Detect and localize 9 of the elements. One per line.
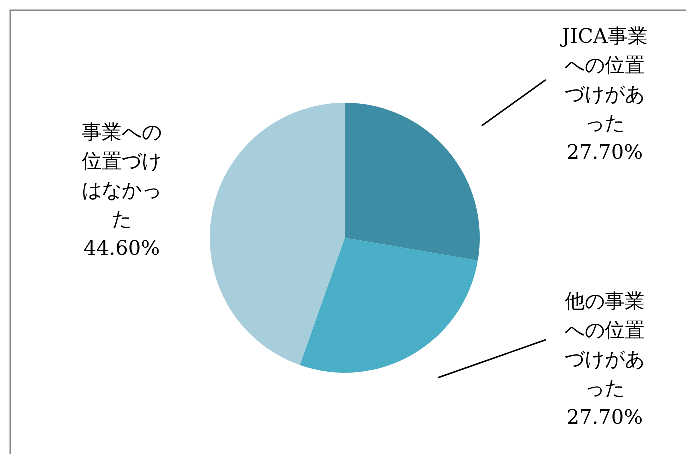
slice-label: JICA事業への位置づけがあった: [560, 23, 649, 137]
data-label: 27.70%: [566, 139, 644, 166]
pie-slice: [345, 103, 480, 261]
slice-label: 他の事業への位置づけがあった: [564, 288, 646, 402]
pie-slice: [300, 238, 478, 373]
pie-slice: [210, 103, 345, 366]
slice-label: 事業への位置づけはなかった: [81, 119, 163, 233]
data-label: 27.70%: [566, 404, 644, 431]
data-label: 44.60%: [82, 235, 162, 262]
